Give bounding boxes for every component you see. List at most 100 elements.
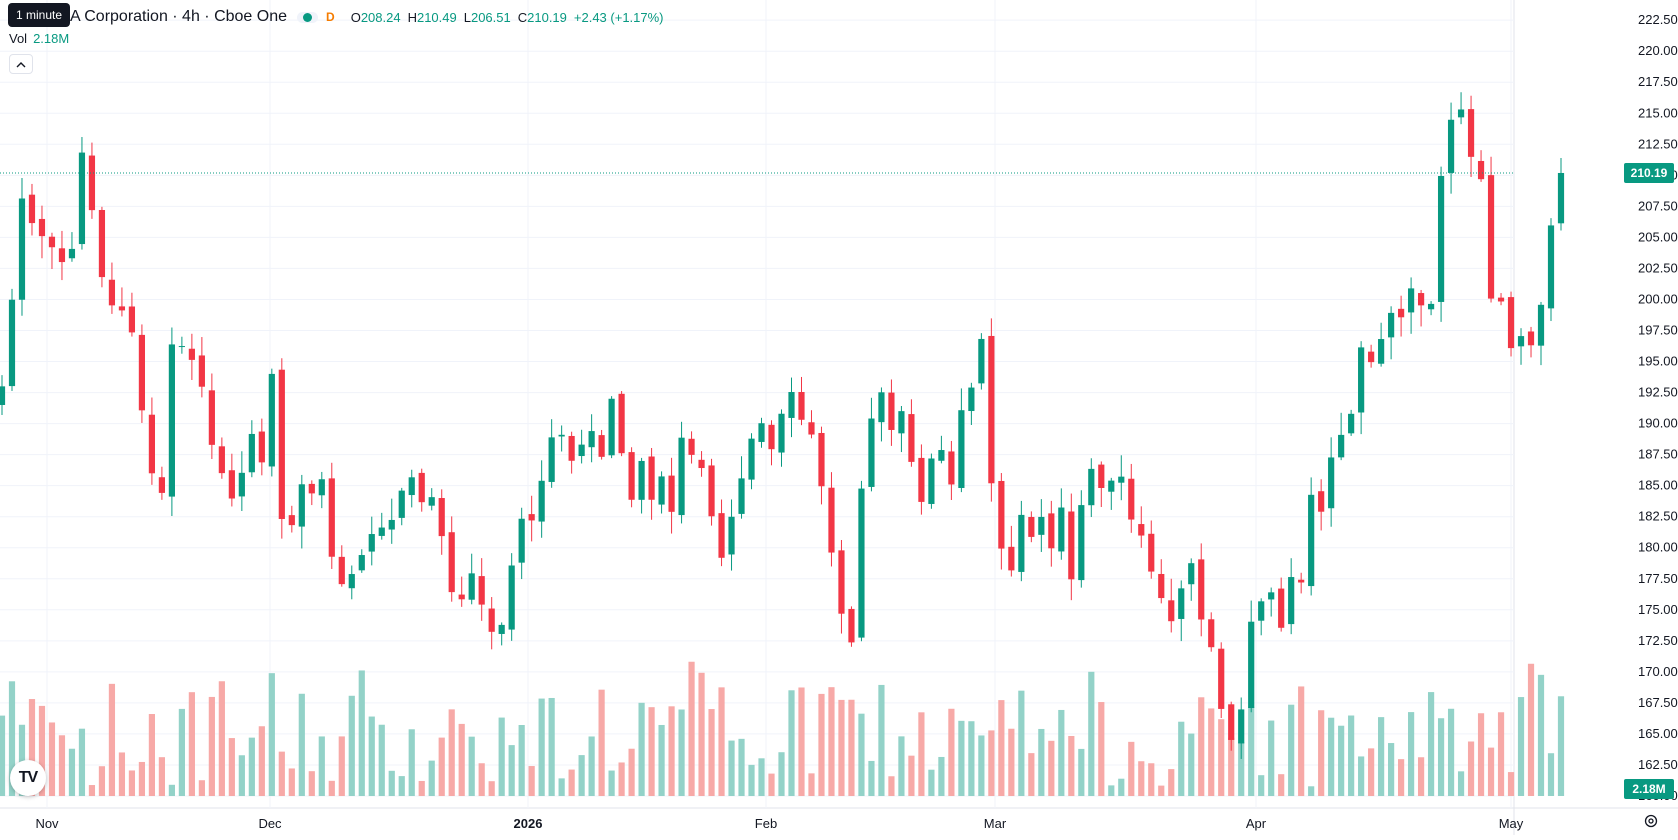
candle	[1507, 291, 1515, 357]
y-tick-label: 202.50	[1638, 260, 1678, 275]
candle	[0, 375, 6, 415]
candle-body	[458, 594, 465, 600]
candle-body	[408, 477, 415, 496]
volume-bar	[808, 773, 815, 796]
candle-body	[1298, 579, 1305, 583]
volume-bar	[668, 706, 675, 796]
settings-button[interactable]	[1642, 812, 1660, 830]
candle	[798, 376, 805, 426]
volume-bar	[288, 768, 295, 796]
volume-bar	[548, 697, 555, 796]
candle	[238, 451, 245, 512]
tradingview-logo[interactable]: TV	[10, 760, 46, 796]
candle-body	[658, 476, 665, 505]
volume-bar	[48, 722, 56, 796]
volume-bar	[338, 736, 345, 796]
candle-body	[598, 435, 605, 457]
candle	[998, 473, 1005, 570]
volume-bar	[1188, 733, 1195, 796]
candle	[88, 142, 96, 219]
candle	[758, 417, 765, 448]
candle-body	[778, 413, 785, 453]
candle	[1288, 558, 1295, 635]
candle-body	[518, 518, 525, 563]
volume-bar	[908, 755, 915, 796]
candle-body	[398, 490, 405, 518]
candle	[298, 474, 305, 549]
candle	[1497, 293, 1505, 306]
collapse-legend-button[interactable]	[9, 54, 33, 74]
last-price-badge: 210.19	[1624, 162, 1674, 183]
candle	[1527, 326, 1535, 358]
volume-bar	[588, 736, 595, 796]
candle	[708, 458, 715, 526]
candle	[618, 391, 625, 457]
candle-body	[508, 565, 515, 630]
candle	[768, 420, 775, 466]
candle	[258, 418, 265, 476]
candle-body	[738, 478, 745, 514]
candle	[148, 397, 156, 485]
candle-body	[888, 392, 895, 430]
candle-body	[1248, 621, 1255, 709]
candle	[1517, 328, 1525, 365]
time-axis[interactable]: Nov Dec 2026 Feb Mar Apr May	[35, 816, 1523, 831]
x-tick-label: May	[1499, 816, 1524, 831]
candle	[1018, 500, 1025, 582]
volume-bar	[658, 724, 665, 796]
candle	[1268, 587, 1275, 617]
volume-bar	[858, 713, 865, 796]
volume-bar	[0, 715, 6, 796]
market-status[interactable]	[297, 11, 319, 23]
candle-body	[378, 527, 385, 536]
candle-body	[1338, 434, 1345, 458]
volume-bar	[198, 780, 205, 796]
data-delay-badge[interactable]: D	[326, 10, 335, 24]
candle	[1208, 612, 1215, 652]
price-axis[interactable]: 222.50220.00217.50215.00212.50210.00207.…	[1638, 12, 1678, 803]
candle-body	[1318, 491, 1325, 512]
volume-bar	[638, 702, 645, 796]
candle-body	[1417, 293, 1425, 306]
candle	[598, 429, 605, 460]
axis-badges: 210.19 2.18M	[1624, 162, 1674, 799]
candle	[1198, 543, 1205, 637]
volume-bar	[448, 709, 455, 796]
candle-body	[48, 236, 56, 248]
volume-bar	[1427, 692, 1435, 796]
candle	[1188, 558, 1195, 601]
candle-body	[258, 431, 265, 463]
candle-body	[1378, 339, 1385, 364]
x-tick-label: 2026	[514, 816, 543, 831]
candle	[1348, 409, 1355, 436]
volume-bar	[1168, 769, 1175, 796]
candle-body	[1388, 312, 1395, 338]
candle-body	[578, 444, 585, 457]
candle-body	[1278, 588, 1285, 628]
volume-bar	[878, 684, 885, 796]
candle	[868, 397, 875, 492]
candle-body	[528, 514, 535, 521]
candle-body	[1078, 505, 1085, 581]
candle	[468, 553, 475, 605]
symbol-title[interactable]: A Corporation · 4h · Cboe One	[70, 8, 288, 25]
candle-body	[468, 573, 475, 600]
volume-bar	[698, 672, 705, 796]
volume-bar	[1507, 772, 1515, 796]
candle-body	[668, 475, 675, 512]
candle	[738, 456, 745, 519]
candle	[1328, 437, 1335, 527]
volume-bar	[1537, 674, 1545, 796]
volume-bar	[748, 764, 755, 796]
candle-body	[858, 488, 865, 638]
candle-body	[698, 459, 705, 469]
candle-body	[548, 437, 555, 482]
candle	[98, 206, 106, 288]
y-tick-label: 222.50	[1638, 12, 1678, 27]
candle-body	[248, 433, 255, 473]
volume-bar	[188, 692, 195, 796]
volume-bar	[168, 784, 175, 796]
candle	[488, 597, 495, 650]
